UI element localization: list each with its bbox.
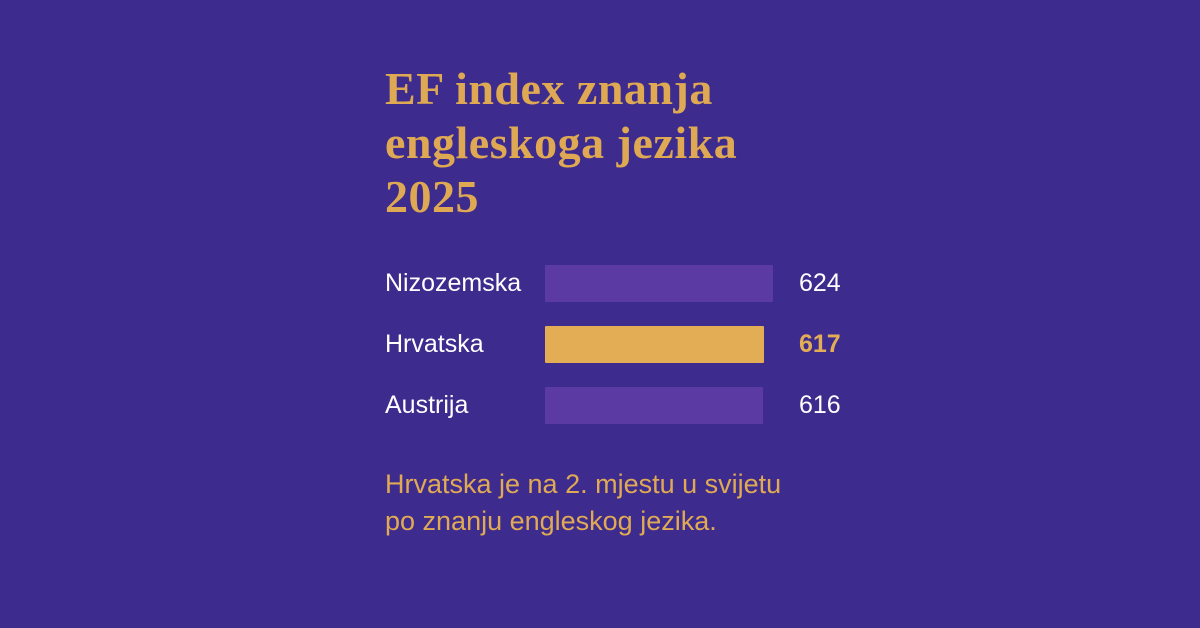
content-block: EF index znanja engleskoga jezika 2025 N… [385,0,945,539]
category-label: Hrvatska [385,330,484,359]
chart-title: EF index znanja engleskoga jezika 2025 [385,63,738,222]
bar-row: Nizozemska 624 [385,265,945,303]
category-label: Austrija [385,391,469,420]
caption-text: Hrvatska je na 2. mjestu u svijetu po zn… [385,469,782,536]
bar [545,265,773,303]
value-label: 617 [799,330,841,359]
bar-chart: Nizozemska 624 Hrvatska 617 Austrija 616 [385,265,945,425]
value-label: 616 [799,391,841,420]
bar-highlighted [545,326,764,364]
bar-track [545,265,785,303]
category-label: Nizozemska [385,269,522,298]
bar-row: Hrvatska 617 [385,326,945,364]
bar [545,387,763,425]
bar-row: Austrija 616 [385,387,945,425]
value-label: 624 [799,269,841,298]
bar-track [545,387,785,425]
bar-track [545,326,785,364]
